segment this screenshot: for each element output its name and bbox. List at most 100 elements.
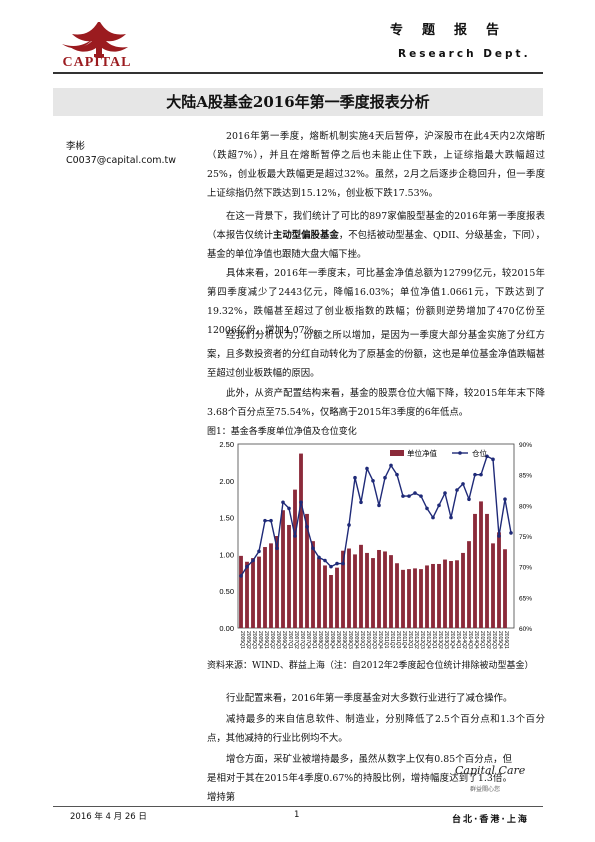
nav-bar [305,513,309,628]
footer-brand-sub: 群益關心您 [470,786,501,793]
position-point [443,491,447,495]
position-point [503,497,507,501]
position-point [311,546,315,551]
position-point [263,518,267,523]
x-tick-label: 2008Q3 [323,631,329,649]
left-tick-label: 2.00 [219,477,234,486]
paragraph-text: 减持最多的来自信息软件、制造业，分别降低了2.5个百分点和1.3个百分点，其他减… [207,714,545,744]
position-point [275,546,279,551]
x-tick-label: 2011Q2 [389,631,395,649]
x-tick-label: 2010Q2 [365,631,371,649]
footer-divider [53,806,543,807]
paragraph-emphasis: 主动型偏股基金 [272,230,339,241]
position-point [251,558,255,563]
position-point [407,494,411,498]
nav-bar [377,549,381,628]
position-point [485,454,489,459]
footer-brand: Capital Care [455,764,526,777]
x-tick-label: 2013Q4 [449,631,455,649]
nav-bar [491,543,495,628]
legend-line-label: 仓位 [472,448,487,458]
x-tick-label: 2012Q2 [413,631,419,649]
right-tick-label: 65% [519,595,532,602]
position-point [341,561,345,566]
x-tick-label: 2008Q1 [311,631,317,649]
x-tick-label: 2015Q4 [497,631,503,649]
nav-bar [293,489,297,628]
nav-bar [437,563,441,628]
footer-cities: 台北·香港·上海 [452,815,529,825]
x-tick-label: 2006Q2 [269,631,275,649]
nav-bar [467,541,471,628]
x-tick-label: 2009Q1 [335,631,341,649]
x-tick-label: 2006Q4 [281,631,287,649]
paragraph-2: 在这一背景下，我们统计了可比的897家偏股型基金的2016年第一季度报表（本报告… [207,207,545,264]
x-tick-label: 2008Q4 [329,631,335,649]
position-point [281,500,285,505]
position-point [473,472,477,477]
position-point [335,561,339,566]
paragraph-7: 减持最多的来自信息软件、制造业，分别降低了2.5个百分点和1.3个百分点，其他减… [207,710,545,748]
position-point [413,491,417,495]
x-tick-label: 2005Q4 [257,631,263,649]
position-line [240,455,512,577]
x-tick-label: 2013Q3 [443,631,449,649]
nav-bar [365,552,369,628]
position-point [317,555,321,560]
nav-bar [323,565,327,628]
nav-bar [329,575,333,628]
plot-area [237,443,515,629]
x-tick-label: 2012Q1 [407,631,413,649]
legend-line-marker [458,451,462,455]
nav-bar [455,560,459,628]
x-tick-label: 2010Q4 [377,631,383,649]
x-tick-label: 2015Q3 [491,631,497,649]
left-tick-label: 0.00 [219,624,234,633]
position-point [377,503,381,508]
legend-bar-label: 单位净值 [407,448,437,458]
nav-bar [395,563,399,628]
x-tick-label: 2006Q1 [263,631,269,649]
right-tick-label: 90% [519,442,532,449]
figure-source: 资料来源：WIND、群益上海（注：自2012年2季度起仓位统计排除被动型基金） [207,661,534,671]
capital-logo-text: CAPITAL [62,55,132,70]
x-tick-label: 2006Q3 [275,631,281,649]
left-tick-label: 1.50 [219,514,234,523]
paragraph-4: 经我们分析认为，份额之所以增加，是因为一季度大部分基金实施了分红方案，且多数投资… [207,326,545,383]
department-label: Research Dept. [398,48,531,60]
x-tick-label: 2007Q2 [293,631,299,649]
paragraph-5: 此外，从资产配置结构来看，基金的股票仓位大幅下降，较2015年年末下降3.68个… [207,384,545,422]
right-tick-label: 80% [519,503,532,510]
legend-bar-swatch [390,450,404,456]
x-tick-label: 2010Q1 [359,631,365,649]
paragraph-text: 经我们分析认为，份额之所以增加，是因为一季度大部分基金实施了分红方案，且多数投资… [207,330,545,379]
nav-bar [383,551,387,628]
position-point [425,506,429,511]
nav-bar [353,554,357,628]
paragraph-8: 增仓方面，采矿业被增持最多，虽然从数字上仅有0.85个百分点，但是相对于其在20… [207,750,512,807]
nav-bar [371,558,375,628]
position-point [239,574,243,578]
position-point [479,472,483,477]
position-point [323,558,327,563]
position-point [431,515,435,520]
nav-bar [341,550,345,628]
right-tick-label: 85% [519,473,532,480]
paragraph-text: ，不包括被动型基金、QDII、分级基金，下同），基金的单位净值也跟随大盘大幅下挫… [207,230,545,260]
nav-bar [407,569,411,628]
x-tick-label: 2015Q2 [485,631,491,649]
x-tick-label: 2014Q1 [455,631,461,649]
x-tick-label: 2014Q2 [461,631,467,649]
x-tick-label: 2014Q4 [473,631,479,649]
paragraph-text: 行业配置来看，2016年第一季度基金对大多数行业进行了减仓操作。 [226,693,513,704]
nav-bar [245,561,249,628]
nav-bar [263,547,267,628]
x-tick-label: 2005Q3 [251,631,257,649]
page-number: 1 [294,810,300,820]
right-tick-label: 70% [519,565,532,572]
paragraph-3: 具体来看，2016年一季度末，可比基金净值总额为12799亿元，较2015年第四… [207,264,545,340]
right-tick-label: 75% [519,534,532,541]
paragraph-text: 增仓方面，采矿业被增持最多，虽然从数字上仅有0.85个百分点，但是相对于其在20… [207,754,512,803]
position-point [305,525,309,529]
left-tick-label: 0.50 [219,587,234,596]
